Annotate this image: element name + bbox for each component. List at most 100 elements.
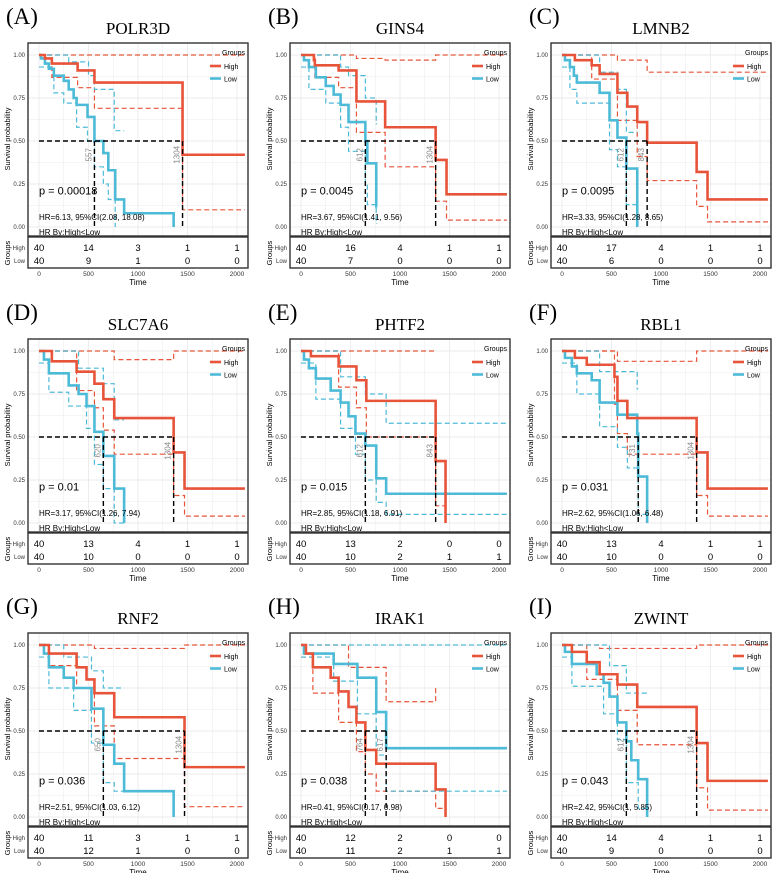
y-axis-label: Survival probability xyxy=(526,107,535,170)
high-ci-lower-line xyxy=(562,350,768,517)
y-tick-label: 0.25 xyxy=(275,478,287,484)
y-tick-label: 0.25 xyxy=(275,772,287,778)
y-tick-label: 0.50 xyxy=(275,139,287,145)
low-survival-curve xyxy=(39,53,175,227)
risk-count-high: 2 xyxy=(397,539,402,550)
risk-count-high: 1 xyxy=(234,243,239,254)
risk-count-low: 0 xyxy=(708,552,713,563)
y-tick-label: 0.75 xyxy=(536,96,548,102)
risk-count-high: 4 xyxy=(658,539,663,550)
x-tick-label: 500 xyxy=(606,271,617,278)
hazard-ratio: HR=2.42, 95%CI(1, 5.85) xyxy=(562,803,652,812)
risk-count-low: 40 xyxy=(296,846,307,857)
x-tick-label: 1500 xyxy=(180,861,195,868)
y-tick-label: 0.25 xyxy=(13,182,25,188)
y-axis-label: Survival probability xyxy=(265,697,274,760)
median-label: 1304 xyxy=(426,145,435,163)
x-axis-label: Time xyxy=(129,868,147,873)
low-survival-curve xyxy=(301,53,378,208)
y-tick-label: 0.00 xyxy=(13,815,25,821)
risk-count-high: 14 xyxy=(83,243,94,254)
y-tick-label: 0.00 xyxy=(275,521,287,527)
median-label: 612 xyxy=(616,738,625,752)
y-tick-label: 0.50 xyxy=(536,139,548,145)
y-tick-label: 0.00 xyxy=(275,815,287,821)
y-tick-label: 0.75 xyxy=(536,392,548,398)
risk-count-low: 40 xyxy=(296,552,307,563)
risk-count-high: 1 xyxy=(185,833,190,844)
low-ci-upper-line xyxy=(562,350,639,390)
y-tick-label: 0.00 xyxy=(536,225,548,231)
x-tick-label: 2000 xyxy=(753,861,768,868)
risk-count-low: 40 xyxy=(296,256,307,267)
panel-label: (C) xyxy=(529,4,560,29)
median-label: 617 xyxy=(376,738,385,752)
x-tick-label: 2000 xyxy=(230,271,245,278)
risk-row-label: High xyxy=(13,542,25,548)
y-tick-label: 0.75 xyxy=(275,96,287,102)
risk-row-label: High xyxy=(536,836,548,842)
high-survival-curve xyxy=(39,349,245,490)
low-ci-lower-line xyxy=(301,66,378,225)
high-survival-curve xyxy=(562,643,768,783)
risk-row-label: Low xyxy=(14,555,26,561)
y-axis-label: Survival probability xyxy=(265,107,274,170)
y-tick-label: 0.50 xyxy=(13,729,25,735)
risk-count-high: 40 xyxy=(557,243,568,254)
risk-count-low: 0 xyxy=(757,552,762,563)
median-label: 1304 xyxy=(173,145,182,163)
risk-row-label: High xyxy=(13,246,25,252)
hazard-ratio: HR=2.51, 95%CI(1.03, 6.12) xyxy=(39,803,141,812)
y-tick-label: 1.00 xyxy=(13,53,25,59)
legend-title: Groups xyxy=(745,346,768,353)
x-axis-label: Time xyxy=(129,574,147,583)
x-axis-label: Time xyxy=(652,278,670,287)
y-axis-label: Survival probability xyxy=(265,403,274,466)
y-tick-label: 1.00 xyxy=(275,643,287,649)
chart-title: POLR3D xyxy=(106,19,170,38)
risk-count-low: 6 xyxy=(609,256,614,267)
hr-direction: HR By:High<Low xyxy=(562,818,623,827)
risk-count-high: 4 xyxy=(658,243,663,254)
risk-row-label: High xyxy=(536,542,548,548)
risk-count-low: 0 xyxy=(757,846,762,857)
risk-count-low: 2 xyxy=(397,552,402,563)
high-survival-curve xyxy=(301,53,507,196)
risk-count-low: 0 xyxy=(447,256,452,267)
median-label: 620 xyxy=(93,444,102,458)
risk-count-high: 3 xyxy=(135,833,140,844)
x-tick-label: 1500 xyxy=(442,861,457,868)
y-tick-label: 0.50 xyxy=(13,435,25,441)
high-ci-upper-line xyxy=(301,54,507,61)
p-value: p = 0.00018 xyxy=(39,185,97,197)
low-survival-curve xyxy=(562,643,649,817)
x-tick-label: 1500 xyxy=(703,567,718,574)
chart-title: IRAK1 xyxy=(375,609,425,628)
plot-border xyxy=(289,42,511,237)
risk-count-low: 0 xyxy=(658,846,663,857)
km-panel-slc7a6: (D) SLC7A6 0.00 0.25 0.50 0.75 1.00 Survival pr… xyxy=(3,300,249,583)
risk-row-label: High xyxy=(275,542,287,548)
y-tick-label: 0.75 xyxy=(13,392,25,398)
high-survival-curve xyxy=(39,643,245,769)
x-axis-label: Time xyxy=(652,868,670,873)
plot-border xyxy=(27,338,249,533)
high-survival-curve xyxy=(39,53,245,157)
plot-border xyxy=(27,632,249,827)
legend-low-label: Low xyxy=(486,373,500,380)
risk-count-low: 0 xyxy=(185,256,190,267)
low-survival-curve xyxy=(562,349,649,523)
risk-table-label: Groups xyxy=(526,240,535,265)
chart-title: SLC7A6 xyxy=(108,315,168,334)
y-tick-label: 0.50 xyxy=(275,435,287,441)
plot-border xyxy=(550,338,772,533)
risk-count-high: 1 xyxy=(757,833,762,844)
high-ci-upper-line xyxy=(39,350,245,361)
x-tick-label: 2000 xyxy=(230,861,245,868)
km-panel-rnf2: (G) RNF2 0.00 0.25 0.50 0.75 1.00 Survival prob… xyxy=(3,594,249,873)
x-tick-label: 0 xyxy=(37,861,41,868)
y-tick-label: 0.50 xyxy=(536,729,548,735)
high-ci-upper-line xyxy=(562,54,768,73)
x-tick-label: 2000 xyxy=(753,271,768,278)
